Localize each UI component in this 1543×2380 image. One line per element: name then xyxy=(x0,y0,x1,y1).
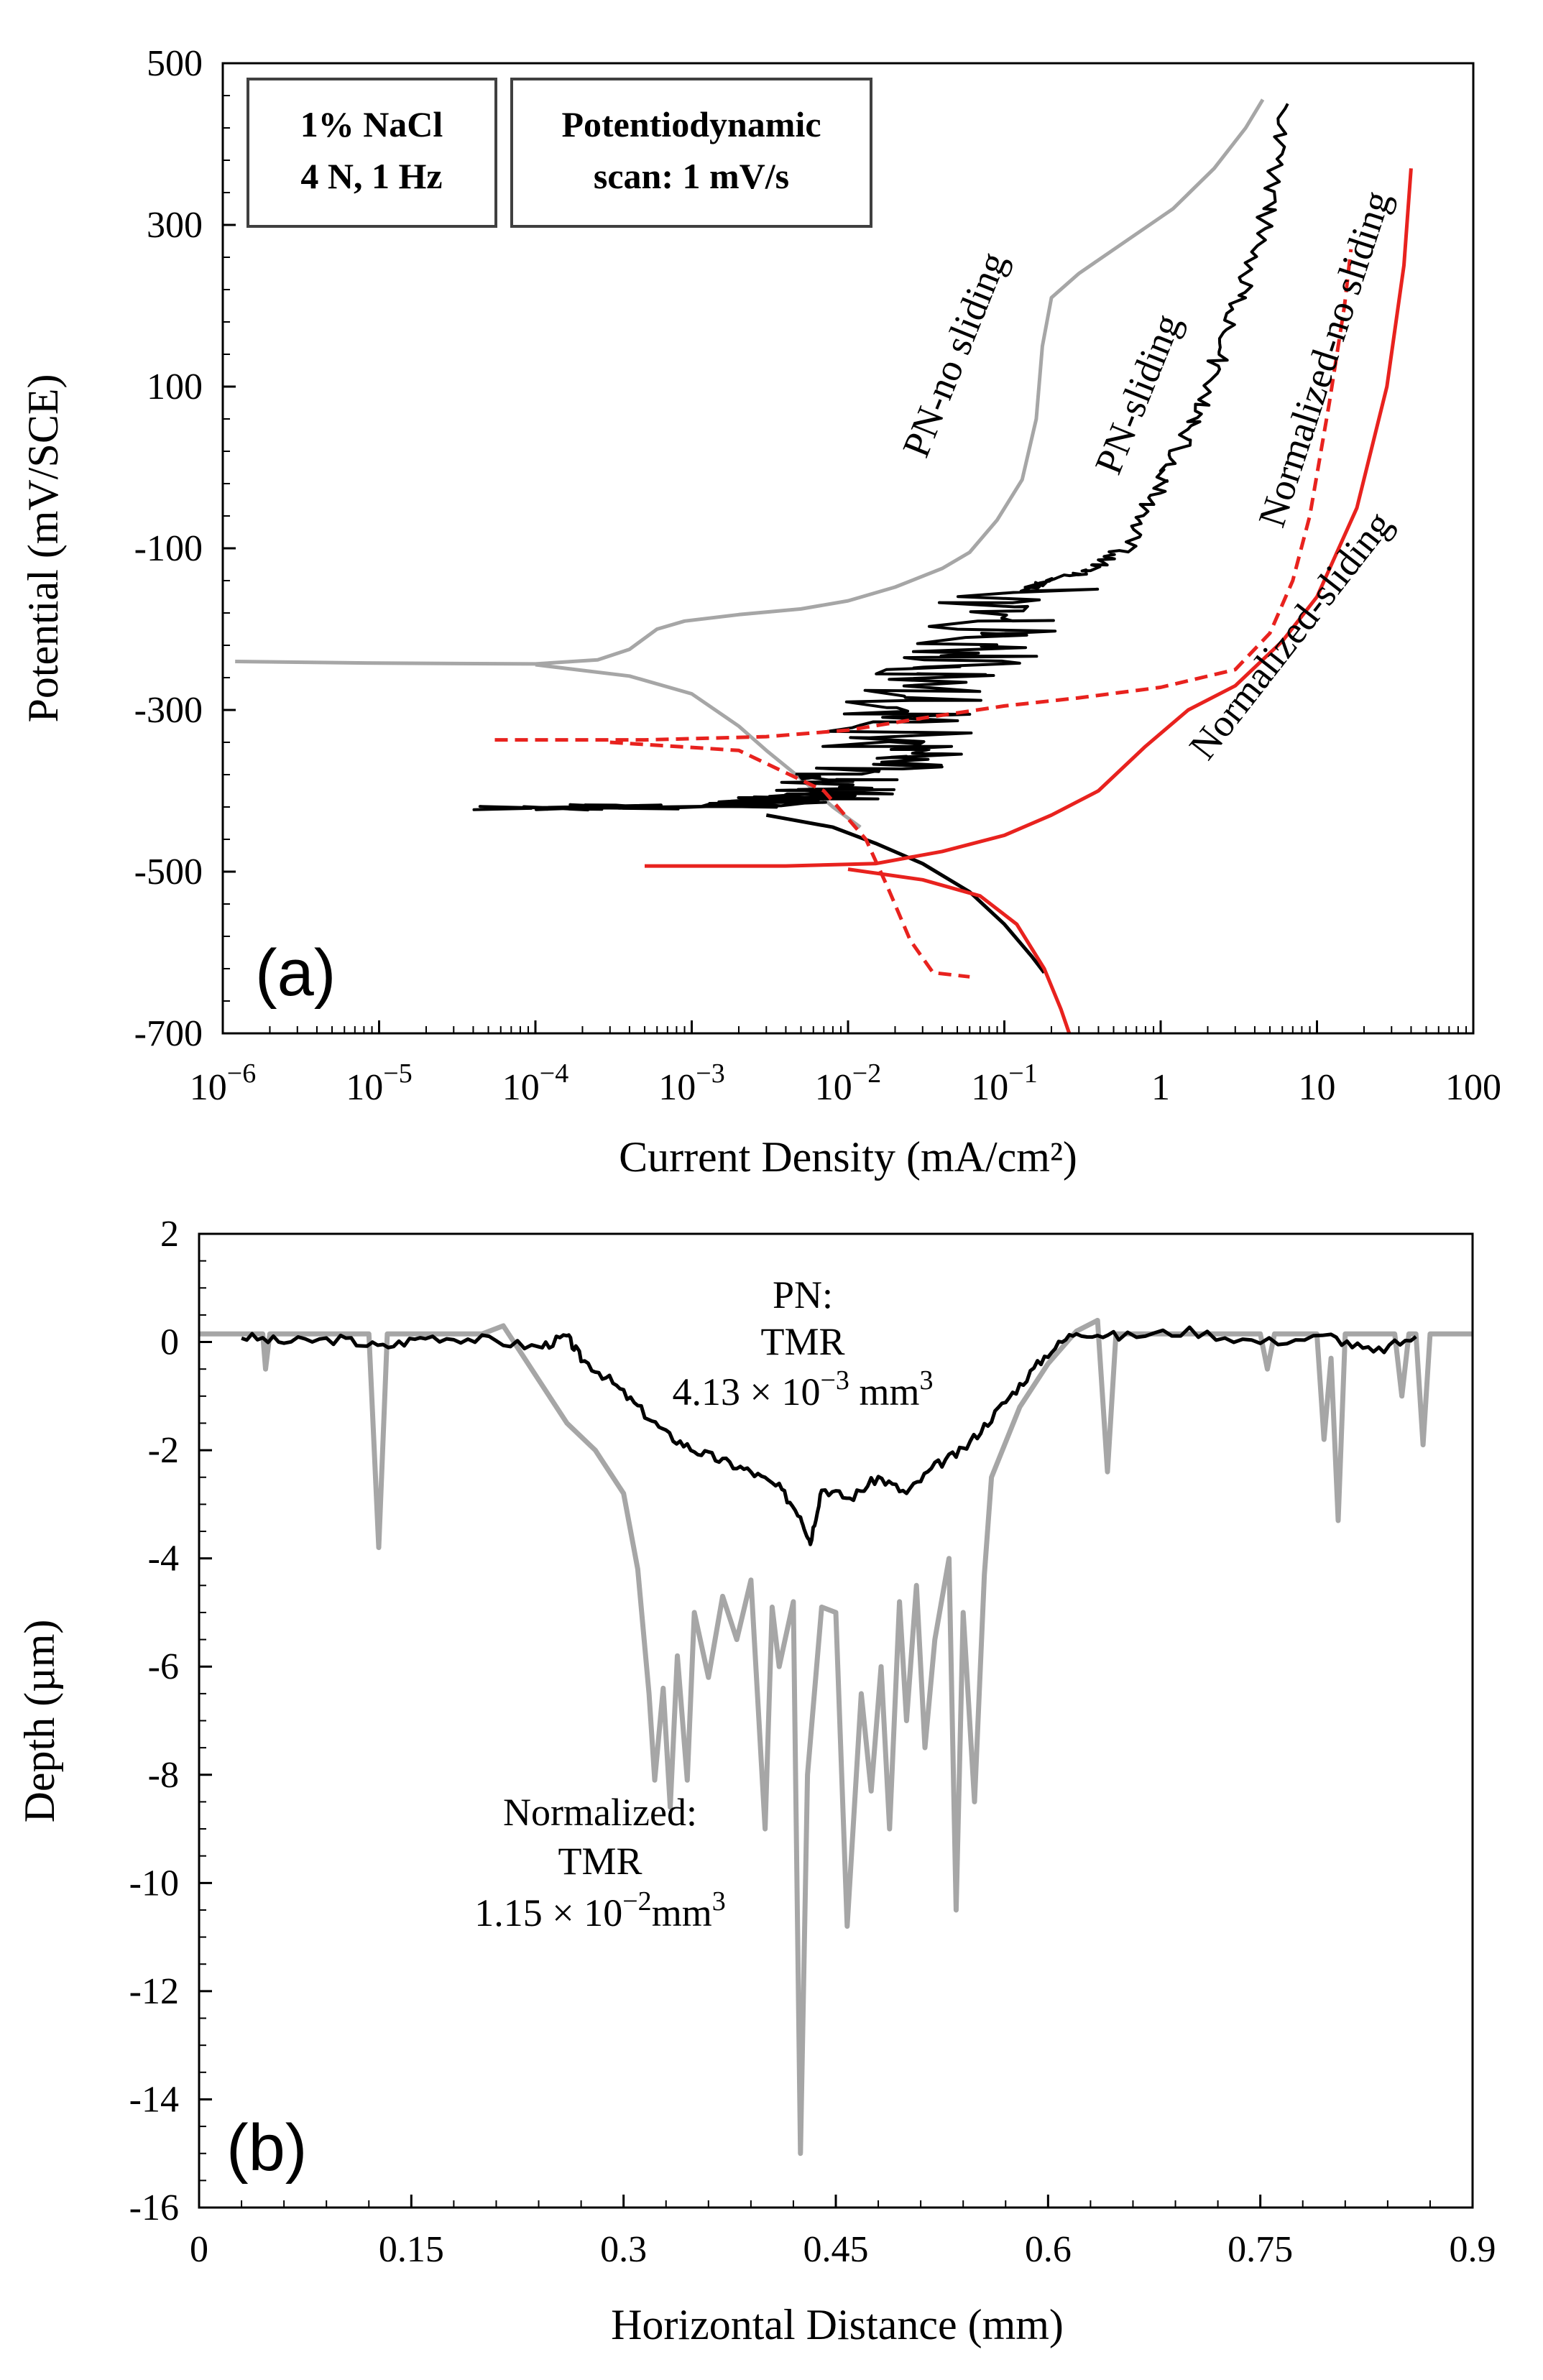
panel-b-y-tick-label: -12 xyxy=(129,1971,179,2012)
info-box-scan-line-1: Potentiodynamic xyxy=(561,104,821,144)
panel-a-y-tick-label: -100 xyxy=(134,528,203,569)
panel-a-series-normalized-no-sliding xyxy=(494,249,1353,742)
panel-b-y-axis-title: Depth (µm) xyxy=(16,1620,63,1823)
panel-a-ticks xyxy=(221,62,1475,1035)
panel-a-label: (a) xyxy=(255,936,336,1010)
panel-a-x-tick-label: 1 xyxy=(1151,1067,1170,1108)
panel-b-x-tick-label: 0.3 xyxy=(600,2229,647,2270)
panel-a-x-tick-label: 10−2 xyxy=(815,1058,881,1108)
panel-a-x-tick-label: 10−1 xyxy=(971,1058,1037,1108)
panel-b-y-tick-label: -4 xyxy=(148,1539,179,1579)
panel-b-y-tick-label: -14 xyxy=(129,2079,179,2120)
info-box-scan-line-2: scan: 1 mV/s xyxy=(594,156,789,196)
panel-a-x-tick-label: 10−6 xyxy=(190,1058,256,1108)
panel-b-y-tick-label: -10 xyxy=(129,1863,179,1904)
panel-b-x-tick-label: 0.75 xyxy=(1228,2229,1293,2270)
panel-b-plot-area xyxy=(199,1317,1473,2157)
panel-b-series-normalized xyxy=(199,1317,1473,2157)
panel-b-label: (b) xyxy=(226,2111,307,2185)
panel-a-x-tick-label: 100 xyxy=(1445,1067,1501,1108)
panel-a-series-pn-sliding-cathodic- xyxy=(765,813,1046,974)
info-box-scan xyxy=(510,78,872,228)
panel-a-y-tick-label: 500 xyxy=(147,43,203,84)
panel-b-y-tick-label: -6 xyxy=(148,1646,179,1687)
panel-b-ticks xyxy=(198,1232,1474,2209)
panel-a-y-tick-label: -700 xyxy=(134,1013,203,1054)
info-box-conditions-line-2: 4 N, 1 Hz xyxy=(300,156,442,196)
panel-b-tick-labels: 0 0.15 0.3 0.45 0.6 0.75 0.9 2 0 -2 -4 -6 -8 -10 -12 -1… xyxy=(129,1214,1496,2270)
panel-b-x-tick-label: 0 xyxy=(190,2229,208,2270)
panel-a-plot-area xyxy=(235,98,1413,1034)
panel-a-y-axis-title: Potential (mV/SCE) xyxy=(19,374,67,723)
panel-a-tick-labels: 10−6 10−5 10−4 10−3 10−2 10−1 1 10 100 -700 -500 -3… xyxy=(134,43,1501,1108)
panel-b-x-tick-label: 0.9 xyxy=(1450,2229,1496,2270)
annotation-normalized-label: Normalized: xyxy=(503,1791,697,1834)
panel-b-x-tick-label: 0.15 xyxy=(379,2229,444,2270)
panel-a-x-axis-title: Current Density (mA/cm²) xyxy=(619,1133,1077,1181)
panel-b-y-tick-label: -2 xyxy=(148,1430,179,1471)
annotation-normalized-tmr-value: 1.15 × 10−2mm3 xyxy=(474,1886,725,1934)
panel-a-y-tick-label: -500 xyxy=(134,852,203,892)
panel-b-series-pn xyxy=(241,1325,1417,1546)
panel-b: 0 0.15 0.3 0.45 0.6 0.75 0.9 2 0 -2 -4 -6 -8 -10 -12 -1… xyxy=(16,1214,1496,2348)
info-box-conditions xyxy=(247,78,497,228)
annotation-normalized-tmr: TMR xyxy=(558,1840,642,1883)
panel-a-series-pn-sliding xyxy=(472,103,1289,812)
panel-b-y-tick-label: 2 xyxy=(160,1214,179,1255)
panel-a-series-normalized-sliding-cathodic- xyxy=(847,867,1072,1034)
panel-a-x-tick-label: 10−3 xyxy=(658,1058,724,1108)
panel-b-y-tick-label: 0 xyxy=(160,1322,179,1363)
panel-b-y-tick-label: -16 xyxy=(129,2187,179,2228)
annotation-pn-label: PN: xyxy=(773,1273,833,1316)
info-box-conditions-line-1: 1% NaCl xyxy=(300,104,443,144)
panel-a-y-tick-label: 300 xyxy=(147,205,203,246)
annotation-pn-tmr: TMR xyxy=(760,1320,844,1363)
panel-b-x-axis-title: Horizontal Distance (mm) xyxy=(611,2301,1064,2348)
panel-a-x-tick-label: 10−4 xyxy=(502,1058,568,1108)
panel-b-y-tick-label: -8 xyxy=(148,1755,179,1796)
panel-b-x-tick-label: 0.45 xyxy=(803,2229,869,2270)
panel-a-x-tick-label: 10 xyxy=(1299,1067,1336,1108)
panel-b-x-tick-label: 0.6 xyxy=(1025,2229,1072,2270)
panel-a-series-pn-no-sliding-cathodic- xyxy=(535,663,862,829)
panel-a-x-tick-label: 10−5 xyxy=(346,1058,412,1108)
panel-a-series-normalized-sliding xyxy=(645,168,1413,868)
panel-a-series-pn-no-sliding xyxy=(235,98,1265,666)
annotation-pn-tmr-value: 4.13 × 10−3 mm3 xyxy=(673,1365,934,1413)
panel-a-y-tick-label: 100 xyxy=(147,366,203,407)
panel-a-y-tick-label: -300 xyxy=(134,690,203,731)
